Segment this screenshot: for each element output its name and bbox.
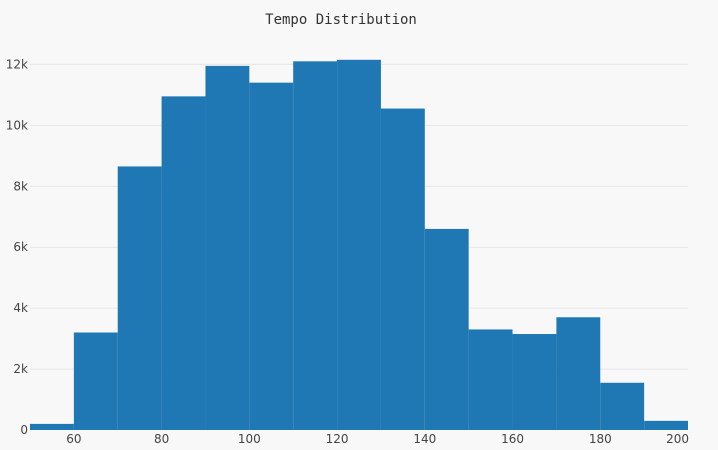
y-tick-label: 8k: [13, 179, 28, 193]
y-tick-label: 4k: [13, 301, 28, 315]
histogram-bar[interactable]: [512, 334, 557, 430]
histogram-bar[interactable]: [468, 329, 513, 430]
y-tick-label: 6k: [13, 240, 28, 254]
histogram-bar[interactable]: [30, 423, 74, 430]
chart-title: Tempo Distribution: [265, 12, 417, 28]
histogram-bar[interactable]: [73, 332, 118, 431]
x-tick-label: 80: [154, 432, 169, 446]
y-tick-label: 10k: [6, 118, 28, 132]
histogram-bar[interactable]: [556, 317, 601, 430]
x-axis-tick-labels: 60 80 100 120 140 160 180 200: [66, 432, 689, 446]
bars-group: [30, 59, 688, 431]
y-tick-label: 2k: [13, 362, 28, 376]
histogram-bar[interactable]: [249, 82, 294, 430]
histogram-bar[interactable]: [205, 65, 250, 430]
x-tick-label: 180: [589, 432, 612, 446]
x-tick-label: 60: [66, 432, 81, 446]
histogram-bar[interactable]: [117, 166, 162, 430]
x-tick-label: 120: [326, 432, 349, 446]
x-tick-label: 100: [238, 432, 261, 446]
histogram-bar[interactable]: [293, 61, 338, 430]
y-tick-label: 12k: [6, 57, 28, 71]
y-axis-tick-labels: 0 2k 4k 6k 8k 10k 12k: [6, 57, 28, 437]
histogram-bar[interactable]: [600, 382, 645, 430]
histogram-bar[interactable]: [424, 228, 469, 430]
histogram-bar[interactable]: [380, 108, 425, 430]
y-tick-label: 0: [20, 423, 28, 437]
histogram-bar[interactable]: [337, 59, 381, 430]
x-tick-label: 140: [413, 432, 436, 446]
x-tick-label: 160: [501, 432, 524, 446]
x-tick-label: 200: [666, 432, 689, 446]
histogram-bar[interactable]: [161, 96, 206, 430]
histogram-bar[interactable]: [644, 420, 688, 430]
